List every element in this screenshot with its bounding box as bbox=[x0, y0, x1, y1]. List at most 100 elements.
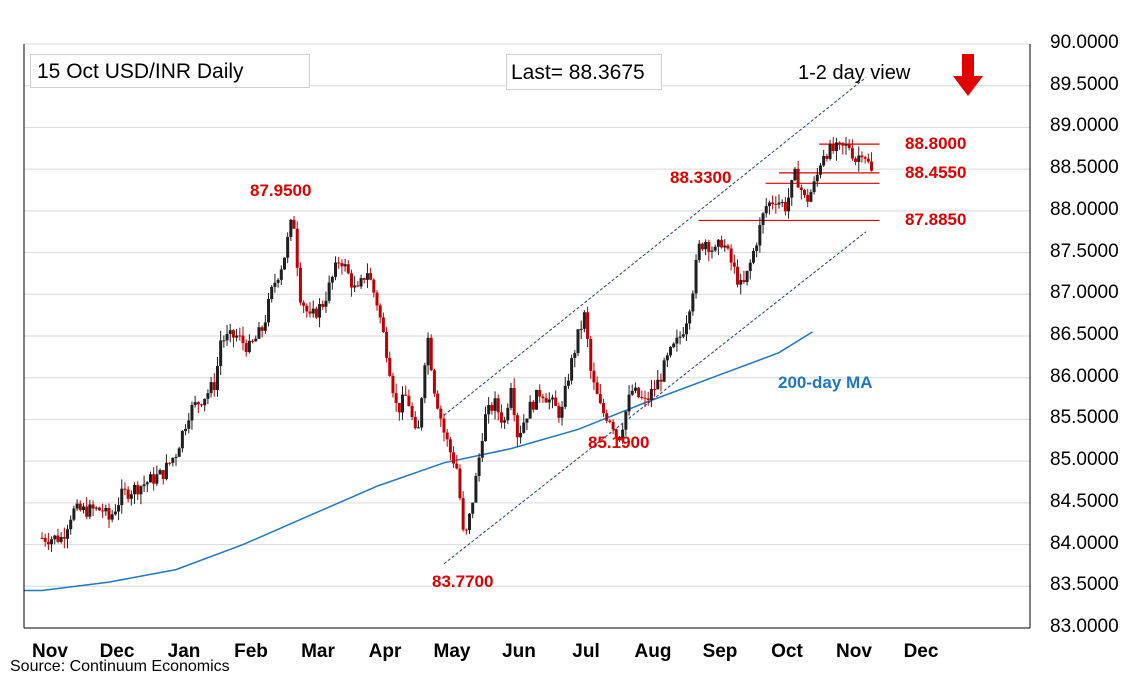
down-arrow-head bbox=[953, 76, 983, 96]
candle-body bbox=[841, 142, 845, 146]
candle-body bbox=[522, 422, 526, 433]
candle-body bbox=[279, 269, 283, 280]
x-tick-label: Sep bbox=[702, 641, 738, 662]
candle-body bbox=[388, 357, 392, 376]
candle-body bbox=[273, 282, 277, 287]
candle-body bbox=[423, 365, 427, 399]
candle-body bbox=[809, 192, 813, 202]
candle-body bbox=[653, 389, 657, 391]
candle-body bbox=[53, 535, 57, 540]
y-tick-label: 84.5000 bbox=[1050, 490, 1119, 512]
x-tick-label: Dec bbox=[903, 641, 939, 662]
candle-body bbox=[327, 282, 331, 301]
candle-body bbox=[362, 278, 366, 280]
candle-body bbox=[697, 243, 701, 260]
candle-body bbox=[305, 305, 309, 312]
candle-body bbox=[241, 335, 245, 344]
candle-body bbox=[480, 440, 484, 458]
candle-body bbox=[298, 267, 302, 303]
candle-body bbox=[429, 337, 433, 371]
candle-body bbox=[857, 155, 861, 162]
candle-body bbox=[656, 379, 660, 390]
annotation-label: 83.7700 bbox=[432, 571, 494, 591]
candle-body bbox=[834, 142, 838, 151]
candle-body bbox=[554, 397, 558, 406]
candle-body bbox=[700, 243, 704, 250]
candle-body bbox=[627, 394, 631, 412]
candle-body bbox=[854, 158, 858, 162]
down-arrow-icon bbox=[953, 54, 983, 96]
candle-body bbox=[378, 305, 382, 318]
candle-body bbox=[723, 245, 727, 248]
candle-body bbox=[225, 333, 229, 341]
x-tick-label: Jun bbox=[502, 641, 536, 662]
candle-body bbox=[311, 308, 315, 314]
candle-body bbox=[815, 174, 819, 182]
candle-body bbox=[621, 429, 625, 441]
candle-body bbox=[136, 484, 140, 495]
candle-body bbox=[646, 398, 650, 400]
candle-body bbox=[483, 414, 487, 441]
candle-body bbox=[126, 489, 130, 499]
candle-body bbox=[640, 397, 644, 399]
candle-body bbox=[263, 322, 267, 331]
candle-body bbox=[161, 470, 165, 479]
candle-body bbox=[314, 308, 318, 318]
ma-line bbox=[24, 331, 813, 592]
candle-body bbox=[292, 219, 296, 229]
candle-body bbox=[499, 412, 503, 423]
candle-body bbox=[461, 498, 465, 530]
candle-body bbox=[739, 280, 743, 285]
candle-body bbox=[675, 337, 679, 344]
candle-body bbox=[866, 158, 870, 162]
candle-body bbox=[531, 401, 535, 410]
candle-body bbox=[611, 421, 615, 430]
candle-body bbox=[707, 241, 711, 252]
candle-body bbox=[123, 488, 127, 490]
candle-body bbox=[394, 393, 398, 403]
candle-body bbox=[452, 452, 456, 464]
candle-body bbox=[324, 300, 328, 307]
y-tick-label: 89.0000 bbox=[1050, 115, 1119, 137]
candle-body bbox=[148, 474, 152, 483]
candle-body bbox=[308, 311, 312, 314]
candle-body bbox=[404, 394, 408, 396]
candle-body bbox=[745, 270, 749, 282]
candle-body bbox=[720, 239, 724, 248]
candle-body bbox=[617, 436, 621, 441]
candle-body bbox=[649, 389, 653, 400]
candle-body bbox=[742, 280, 746, 282]
candle-body bbox=[509, 388, 513, 408]
candle-body bbox=[748, 262, 752, 271]
candle-body bbox=[547, 399, 551, 403]
candle-body bbox=[844, 144, 848, 146]
candle-body bbox=[602, 403, 606, 414]
candle-body bbox=[818, 165, 822, 175]
candle-body bbox=[247, 340, 251, 352]
x-tick-label: Jul bbox=[572, 641, 600, 662]
candle-body bbox=[184, 428, 188, 432]
candle-body bbox=[56, 535, 60, 542]
candle-body bbox=[267, 299, 271, 323]
annotation-label: 87.9500 bbox=[250, 181, 312, 201]
candle-body bbox=[231, 330, 235, 338]
candle-body bbox=[129, 494, 133, 499]
candle-body bbox=[340, 263, 344, 267]
candle-body bbox=[665, 355, 669, 361]
candle-body bbox=[573, 353, 577, 359]
candle-body bbox=[244, 343, 248, 352]
candle-body bbox=[81, 506, 85, 511]
candle-body bbox=[672, 343, 676, 348]
candle-body bbox=[777, 202, 781, 205]
y-tick-label: 89.5000 bbox=[1050, 73, 1119, 95]
y-tick-label: 86.0000 bbox=[1050, 365, 1119, 387]
x-tick-label: Mar bbox=[301, 641, 335, 662]
candle-body bbox=[713, 246, 717, 251]
candle-body bbox=[751, 250, 755, 263]
candle-body bbox=[104, 507, 108, 512]
candle-body bbox=[796, 168, 800, 188]
candle-body bbox=[493, 398, 497, 411]
candle-body bbox=[582, 312, 586, 329]
candle-body bbox=[337, 262, 341, 264]
